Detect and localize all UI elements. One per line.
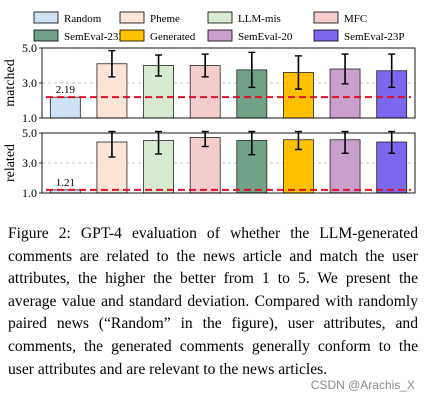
legend-swatch-llm-mis: [207, 11, 233, 24]
legend-label-llm-mis: LLM-mis: [238, 13, 281, 25]
legend-swatch-pheme: [119, 11, 145, 24]
y-tick-label: 1.0: [22, 186, 37, 200]
bar-random: [49, 189, 81, 194]
legend-label-semeval-20: SemEval-20: [238, 31, 293, 43]
legend-swatch-semeval-23p: [313, 29, 339, 42]
y-tick-label: 5.0: [22, 41, 37, 55]
legend-label-pheme: Pheme: [150, 13, 180, 25]
legend-label-random: Random: [64, 13, 102, 25]
reference-label: 2.19: [56, 84, 76, 96]
legend-label-semeval-23p: SemEval-23P: [344, 31, 405, 43]
y-axis-label: matched: [3, 59, 18, 106]
figure-caption: Figure 2: GPT-4 evaluation of whether th…: [8, 225, 418, 378]
y-tick-label: 3.0: [22, 156, 37, 170]
watermark: CSDN @Arachis_X: [310, 378, 415, 392]
y-axis-label: related: [3, 144, 18, 182]
legend-label-mfc: MFC: [344, 13, 367, 25]
y-tick-label: 1.0: [22, 111, 37, 125]
legend-swatch-semeval-23f: [33, 29, 59, 42]
bar-random: [49, 96, 81, 119]
panel-matched: 1.0 3.0 5.0 2.19 matched: [3, 41, 416, 125]
bar-generated: [283, 139, 314, 194]
legend-swatch-random: [33, 11, 59, 24]
reference-label: 1.21: [56, 177, 75, 189]
panel-related: 1.0 3.0 5.0 1.21 related: [3, 126, 416, 200]
legend-swatch-mfc: [313, 11, 339, 24]
legend-swatch-semeval-20: [207, 29, 233, 42]
y-tick-label: 3.0: [22, 76, 37, 90]
plot-frame: [41, 47, 416, 119]
legend: Random Pheme LLM-mis MFC SemEval-23F Generate…: [33, 11, 405, 43]
plot-frame: [41, 132, 416, 194]
figure: Random Pheme LLM-mis MFC SemEval-23F Generate…: [3, 11, 416, 200]
legend-label-semeval-23f: SemEval-23F: [64, 31, 125, 43]
bar-llm-mis: [143, 140, 174, 194]
legend-label-generated: Generated: [150, 31, 196, 43]
y-tick-label: 5.0: [22, 126, 37, 140]
legend-swatch-generated: [119, 29, 145, 42]
